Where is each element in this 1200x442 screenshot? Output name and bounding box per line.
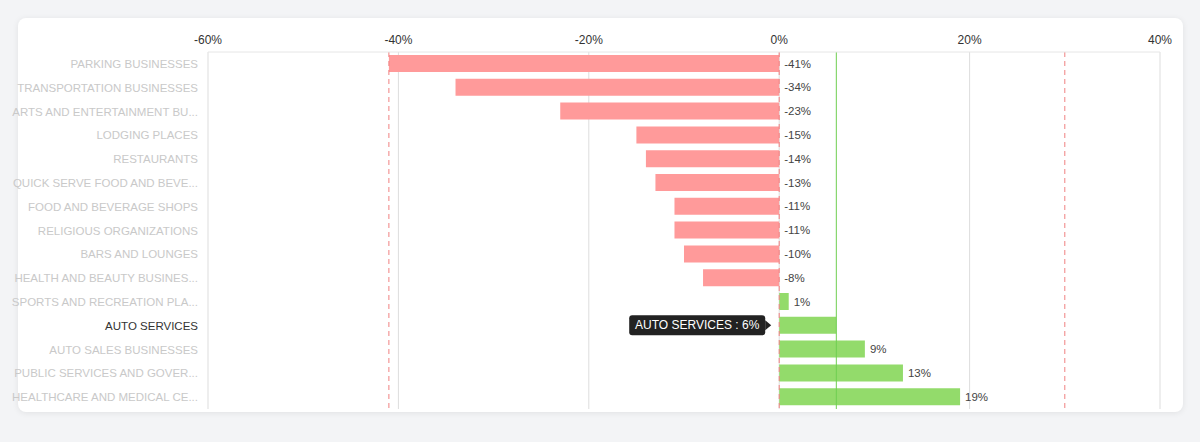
- svg-text:13%: 13%: [908, 367, 931, 379]
- svg-text:LODGING PLACES: LODGING PLACES: [96, 129, 198, 141]
- svg-text:AUTO SERVICES: AUTO SERVICES: [105, 320, 198, 332]
- svg-text:PARKING BUSINESSES: PARKING BUSINESSES: [70, 58, 198, 70]
- svg-text:20%: 20%: [958, 33, 982, 47]
- svg-text:SPORTS AND RECREATION PLA...: SPORTS AND RECREATION PLA...: [12, 296, 198, 308]
- svg-text:-14%: -14%: [784, 153, 811, 165]
- svg-text:QUICK SERVE FOOD AND BEVE...: QUICK SERVE FOOD AND BEVE...: [13, 177, 198, 189]
- svg-text:0%: 0%: [771, 33, 789, 47]
- svg-text:RESTAURANTS: RESTAURANTS: [113, 153, 198, 165]
- svg-text:-11%: -11%: [784, 200, 810, 212]
- svg-text:RELIGIOUS ORGANIZATIONS: RELIGIOUS ORGANIZATIONS: [38, 225, 198, 237]
- svg-text:40%: 40%: [1148, 33, 1172, 47]
- svg-text:AUTO SALES BUSINESSES: AUTO SALES BUSINESSES: [49, 344, 198, 356]
- svg-text:-40%: -40%: [384, 33, 412, 47]
- svg-text:-13%: -13%: [784, 177, 811, 189]
- svg-text:19%: 19%: [965, 391, 988, 403]
- svg-text:-34%: -34%: [784, 81, 811, 93]
- svg-text:-23%: -23%: [784, 105, 811, 117]
- svg-text:BARS AND LOUNGES: BARS AND LOUNGES: [80, 248, 198, 260]
- svg-text:FOOD AND BEVERAGE SHOPS: FOOD AND BEVERAGE SHOPS: [28, 201, 198, 213]
- svg-text:-11%: -11%: [784, 224, 810, 236]
- svg-text:9%: 9%: [870, 343, 887, 355]
- svg-text:-10%: -10%: [784, 248, 811, 260]
- svg-text:TRANSPORTATION BUSINESSES: TRANSPORTATION BUSINESSES: [17, 82, 198, 94]
- svg-text:-60%: -60%: [194, 33, 222, 47]
- svg-text:-8%: -8%: [784, 272, 804, 284]
- svg-text:-20%: -20%: [575, 33, 603, 47]
- svg-text:AUTO SERVICES : 6%: AUTO SERVICES : 6%: [635, 318, 760, 332]
- svg-text:PUBLIC SERVICES AND GOVER...: PUBLIC SERVICES AND GOVER...: [14, 367, 198, 379]
- svg-text:HEALTH AND BEAUTY BUSINES...: HEALTH AND BEAUTY BUSINES...: [14, 272, 198, 284]
- svg-text:ARTS AND ENTERTAINMENT BU...: ARTS AND ENTERTAINMENT BU...: [12, 106, 198, 118]
- svg-text:-15%: -15%: [784, 129, 811, 141]
- svg-text:-41%: -41%: [784, 58, 811, 70]
- svg-text:HEALTHCARE AND MEDICAL CE...: HEALTHCARE AND MEDICAL CE...: [12, 391, 198, 403]
- svg-text:1%: 1%: [794, 296, 811, 308]
